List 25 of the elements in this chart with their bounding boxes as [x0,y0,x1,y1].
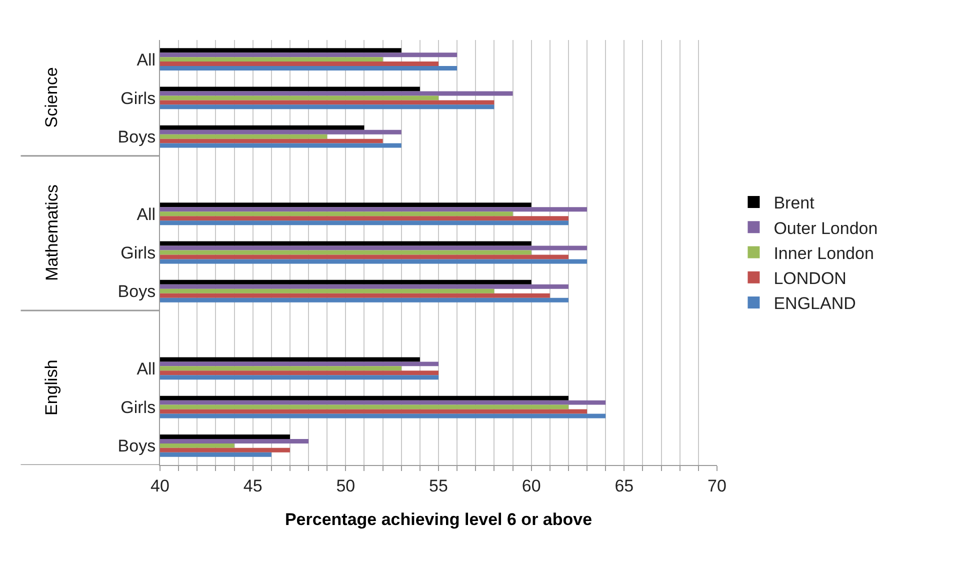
y-tick-label: All [136,204,156,224]
text: Mathematics [42,184,62,281]
y-tick-label: Boys [118,128,156,147]
legend-label: Outer London [774,218,878,238]
y-tick-label: Girls [120,243,156,262]
text: Science [42,67,61,128]
x-tick-label: 50 [336,476,356,496]
x-tick-label: 60 [522,476,541,496]
legend-label: Brent [774,194,815,213]
x-tick-label: 65 [614,476,634,496]
x-tick-label: 40 [150,476,170,496]
legend-label: ENGLAND [774,294,856,314]
y-tick-label: Girls [120,398,156,417]
x-tick-label: 70 [708,476,726,496]
y-tick-label: Boys [118,436,156,456]
legend-label: LONDON [774,268,846,288]
y-tick-label: Girls [120,88,156,108]
x-axis-title: Percentage achieving level 6 or above [284,510,592,529]
x-tick-label: 45 [243,476,262,496]
y-tick-label: Boys [118,282,156,302]
x-tick-label: 55 [429,476,448,496]
text: English [42,360,62,416]
legend-label: Inner London [774,244,874,263]
y-tick-label: All [136,359,156,378]
y-tick-label: All [136,50,156,70]
